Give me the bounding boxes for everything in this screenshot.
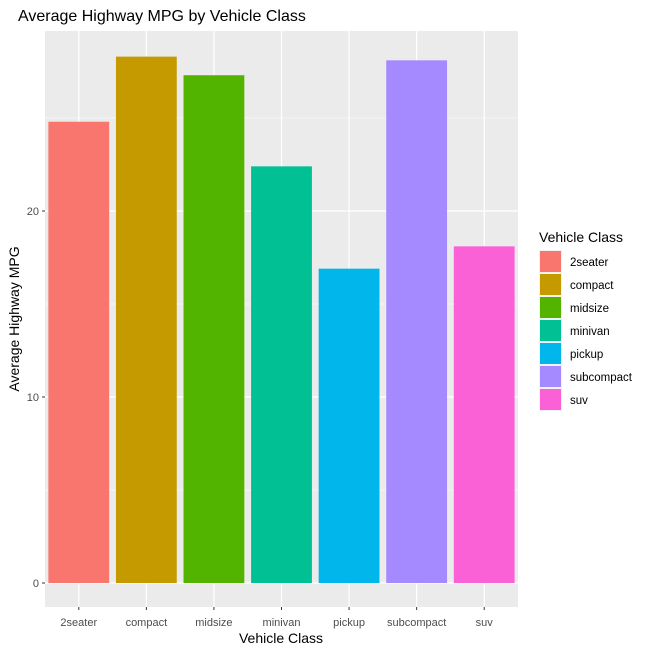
legend-title: Vehicle Class: [539, 229, 623, 245]
bars: [48, 56, 515, 584]
bar-subcompact: [386, 60, 448, 583]
y-axis-title: Average Highway MPG: [6, 246, 22, 391]
legend-label-compact: compact: [570, 280, 614, 292]
y-tick-label: 0: [33, 578, 39, 590]
x-tick-label: subcompact: [387, 617, 446, 629]
bar-pickup: [318, 268, 380, 583]
x-tick-label: suv: [476, 617, 494, 629]
legend-swatch-2seater: [540, 251, 561, 272]
x-tick-label: minivan: [263, 617, 301, 629]
x-tick-label: midsize: [195, 617, 232, 629]
legend-swatch-suv: [540, 389, 561, 410]
x-tick-label: 2seater: [60, 617, 97, 629]
bar-2seater: [48, 121, 110, 583]
legend-swatch-midsize: [540, 297, 561, 318]
legend-label-midsize: midsize: [570, 303, 609, 315]
legend: Vehicle Class 2seater compact midsize miniv…: [539, 229, 633, 411]
legend-swatch-subcompact: [540, 366, 561, 387]
y-tick-label: 10: [27, 392, 39, 404]
legend-swatch-minivan: [540, 320, 561, 341]
bar-minivan: [251, 166, 312, 584]
y-axis: 0 10 20: [27, 206, 45, 590]
legend-label-minivan: minivan: [570, 326, 610, 338]
legend-swatch-compact: [540, 274, 561, 295]
x-tick-label: pickup: [333, 617, 365, 629]
legend-swatch-pickup: [540, 343, 561, 364]
bar-compact: [115, 56, 177, 584]
y-tick-label: 20: [27, 206, 39, 218]
x-axis: 2seater compact midsize minivan pickup subcom…: [60, 607, 493, 629]
bar-suv: [453, 246, 515, 583]
legend-label-suv: suv: [570, 395, 588, 407]
x-tick-label: compact: [126, 617, 168, 629]
chart-title: Average Highway MPG by Vehicle Class: [18, 8, 306, 25]
bar-midsize: [183, 75, 245, 583]
legend-label-2seater: 2seater: [570, 257, 609, 269]
legend-label-subcompact: subcompact: [570, 372, 633, 384]
legend-label-pickup: pickup: [570, 349, 603, 361]
x-axis-title: Vehicle Class: [239, 630, 323, 646]
